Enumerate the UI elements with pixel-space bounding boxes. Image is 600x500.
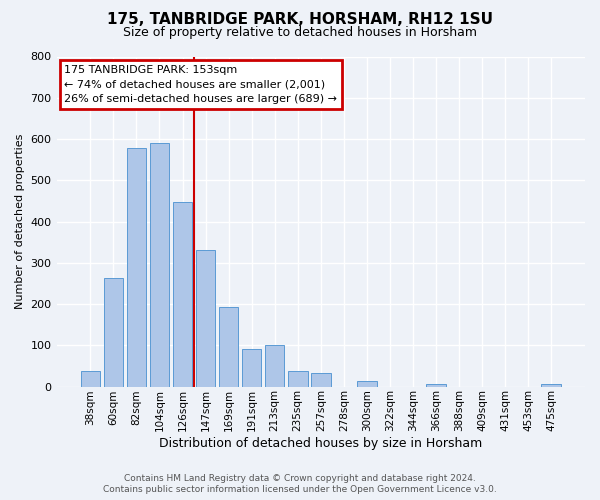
Text: Size of property relative to detached houses in Horsham: Size of property relative to detached ho… — [123, 26, 477, 39]
Bar — [541, 384, 561, 386]
Bar — [311, 374, 331, 386]
Bar — [80, 371, 100, 386]
Y-axis label: Number of detached properties: Number of detached properties — [15, 134, 25, 309]
Text: Contains HM Land Registry data © Crown copyright and database right 2024.
Contai: Contains HM Land Registry data © Crown c… — [103, 474, 497, 494]
Bar — [426, 384, 446, 386]
Bar — [265, 346, 284, 387]
Bar — [196, 250, 215, 386]
Bar — [104, 278, 123, 386]
Bar — [219, 307, 238, 386]
Bar — [242, 350, 262, 387]
Text: 175 TANBRIDGE PARK: 153sqm
← 74% of detached houses are smaller (2,001)
26% of s: 175 TANBRIDGE PARK: 153sqm ← 74% of deta… — [64, 65, 337, 104]
X-axis label: Distribution of detached houses by size in Horsham: Distribution of detached houses by size … — [159, 437, 482, 450]
Bar — [288, 371, 308, 386]
Bar — [149, 142, 169, 386]
Bar — [173, 202, 193, 386]
Bar — [357, 381, 377, 386]
Text: 175, TANBRIDGE PARK, HORSHAM, RH12 1SU: 175, TANBRIDGE PARK, HORSHAM, RH12 1SU — [107, 12, 493, 28]
Bar — [127, 148, 146, 386]
